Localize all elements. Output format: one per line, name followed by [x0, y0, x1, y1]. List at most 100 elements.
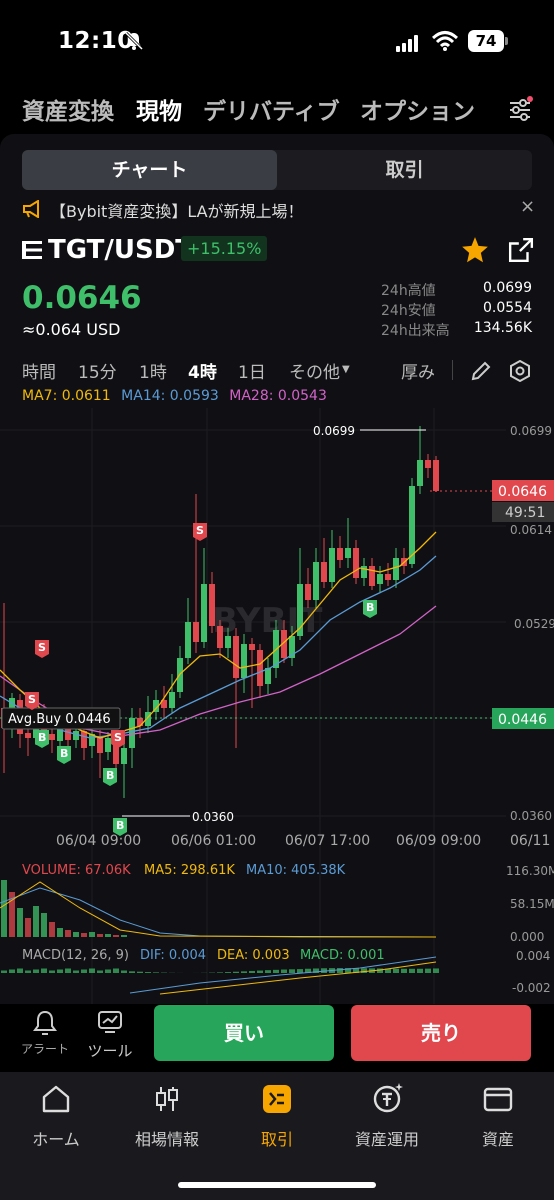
announcement-text: 【Bybit資産変換】LAが新規上場！ [50, 202, 304, 221]
depth-button[interactable]: 厚み [401, 363, 435, 383]
bell-muted-icon [124, 31, 144, 51]
tf-4h[interactable]: 4時 [188, 363, 217, 383]
low-label: 0.0360 [192, 810, 234, 824]
home-icon[interactable] [41, 1084, 71, 1114]
trade-markers: S S S S B B B B B [25, 523, 377, 836]
tf-15m[interactable]: 15分 [78, 363, 117, 383]
tf-time[interactable]: 時間 [22, 363, 56, 383]
sell-button[interactable]: 売り [351, 1005, 531, 1061]
segment-trade[interactable]: 取引 [385, 159, 424, 181]
ma14-line [0, 555, 437, 739]
y-tick-3: 0.0360 [510, 809, 552, 823]
svg-text:S: S [28, 693, 36, 706]
ma28-label: MA28: 0.0543 [229, 388, 327, 404]
alarm-icon[interactable] [33, 1010, 57, 1036]
announcement-bar[interactable]: 【Bybit資産変換】LAが新規上場！ × [0, 196, 554, 224]
svg-text:B: B [366, 601, 374, 614]
bottom-tab-bar: ホーム 相場情報 取引 資産運用 資産 [0, 1072, 554, 1200]
volume-ma5-line [0, 881, 437, 938]
status-time: 12:10 [58, 28, 134, 54]
stat-volume-value: 134.56K [473, 320, 532, 336]
avg-buy-price: 0.0446 [498, 712, 547, 728]
current-price: 0.0646 [498, 484, 547, 500]
y-tick-1: 0.0614 [510, 523, 552, 537]
alert-label[interactable]: アラート [20, 1042, 69, 1056]
ma14-label: MA14: 0.0593 [121, 388, 219, 404]
top-nav: 資産変換 現物 デリバティブ オプション [0, 92, 554, 132]
x-tick-2: 06/07 17:00 [285, 833, 370, 849]
candlestick-icon[interactable] [152, 1084, 182, 1114]
volume-label: VOLUME: 67.06K [22, 863, 131, 878]
megaphone-icon [23, 200, 39, 218]
wallet-icon[interactable] [483, 1085, 513, 1113]
volume-ma10: MA10: 405.38K [246, 863, 346, 878]
trade-icon[interactable] [262, 1084, 292, 1114]
star-icon[interactable] [460, 236, 490, 264]
wifi-icon [432, 31, 458, 51]
settings-sliders-icon[interactable] [508, 98, 532, 122]
macd-value: MACD: 0.001 [300, 948, 385, 963]
change-badge: +15.15% [181, 236, 268, 261]
earn-icon[interactable] [372, 1082, 404, 1114]
share-icon[interactable] [508, 237, 534, 263]
macd-dea: DEA: 0.003 [217, 948, 290, 963]
macd-dea-line [159, 961, 437, 995]
last-price: 0.0646 [22, 280, 142, 316]
usd-price: ≈0.064 USD [22, 320, 121, 339]
tab-asset-convert[interactable]: 資産変換 [22, 99, 114, 125]
stat-high-value: 0.0699 [483, 280, 532, 296]
tab-spot[interactable]: 現物 [136, 99, 182, 125]
divider [452, 360, 453, 380]
volume-ma10-line [0, 887, 436, 938]
macd-tick-1: -0.002 [512, 981, 551, 995]
tf-1d[interactable]: 1日 [238, 363, 266, 383]
close-icon[interactable]: × [520, 196, 536, 217]
x-tick-1: 06/06 01:00 [171, 833, 256, 849]
svg-text:S: S [196, 524, 204, 537]
avg-buy-price-tag [492, 708, 554, 729]
pencil-icon[interactable] [470, 360, 492, 382]
current-price-tag [492, 480, 554, 501]
signal-icon [396, 33, 420, 52]
stat-low-value: 0.0554 [483, 300, 532, 316]
chart-grid [0, 408, 506, 1004]
buy-button[interactable]: 買い [154, 1005, 334, 1061]
chart-settings-icon[interactable] [509, 360, 531, 382]
svg-text:B: B [60, 747, 68, 760]
tab-options[interactable]: オプション [360, 99, 475, 125]
segment-chart[interactable]: チャート [22, 150, 277, 190]
tf-1h[interactable]: 1時 [139, 363, 167, 383]
volume-tick-1: 58.15M [510, 897, 554, 911]
tab-assets[interactable]: 資産 [481, 1130, 514, 1149]
caret-down-icon[interactable]: ▼ [342, 364, 350, 375]
countdown-tag [492, 502, 554, 522]
countdown: 49:51 [505, 505, 545, 521]
macd-dif: DIF: 0.004 [140, 948, 206, 963]
svg-text:B: B [116, 819, 124, 832]
svg-text:S: S [114, 731, 122, 744]
macd-label: MACD(12, 26, 9) [22, 948, 129, 963]
tab-derivatives[interactable]: デリバティブ [203, 99, 340, 125]
stat-low-label: 24h安値 [381, 303, 436, 319]
volume-tick-0: 116.30M [506, 864, 554, 878]
tf-more[interactable]: その他 [289, 363, 340, 383]
pair-symbol[interactable]: TGT/USDT [48, 235, 194, 265]
tool-icon[interactable] [97, 1010, 123, 1034]
svg-text:B: B [106, 769, 114, 782]
status-bar: 12:10 74 [0, 0, 554, 84]
menu-icon[interactable] [22, 240, 42, 260]
macd-tick-0: 0.004 [516, 949, 550, 963]
battery-level: 74 [468, 30, 504, 52]
volume-bars [1, 880, 127, 937]
tool-label[interactable]: ツール [87, 1042, 133, 1060]
price-chart[interactable]: BYBIT Avg.Buy 0.0446 0.0446 0.0646 49:51… [0, 408, 554, 1004]
tab-market[interactable]: 相場情報 [134, 1130, 199, 1149]
svg-text:B: B [38, 731, 46, 744]
tab-home[interactable]: ホーム [32, 1130, 80, 1149]
x-tick-3: 06/09 09:00 [396, 833, 481, 849]
tab-earn[interactable]: 資産運用 [354, 1130, 419, 1149]
svg-text:S: S [38, 641, 46, 654]
notification-dot [527, 96, 533, 102]
tab-trade[interactable]: 取引 [260, 1130, 293, 1149]
x-tick-0: 06/04 09:00 [56, 833, 141, 849]
